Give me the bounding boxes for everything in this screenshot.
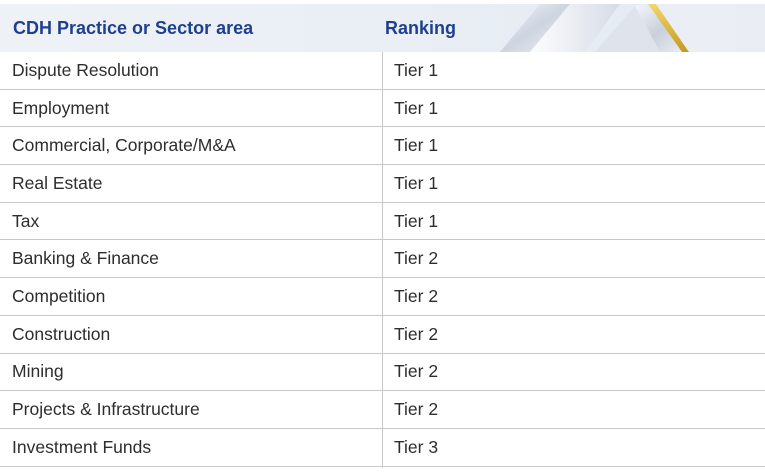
table-row: Projects & Infrastructure Tier 2 — [0, 391, 765, 429]
practice-area-cell: Competition — [12, 285, 106, 306]
table-row: Competition Tier 2 — [0, 278, 765, 316]
table-row: Banking & Finance Tier 2 — [0, 240, 765, 279]
ranking-cell: Tier 3 — [394, 436, 439, 457]
ranking-cell: Tier 1 — [394, 59, 439, 80]
ranking-cell: Tier 1 — [394, 172, 439, 193]
column-header-practice-area: CDH Practice or Sector area — [13, 18, 254, 38]
practice-area-cell: Tax — [12, 210, 40, 231]
table-row: Employment Tier 1 — [0, 90, 765, 128]
practice-area-cell: Mining — [12, 361, 64, 382]
table-body: Dispute Resolution Tier 1 Employment Tie… — [0, 52, 765, 467]
practice-area-cell: Employment — [12, 97, 110, 118]
practice-area-cell: Real Estate — [12, 172, 103, 193]
table-row: Real Estate Tier 1 — [0, 165, 765, 203]
table-row: Dispute Resolution Tier 1 — [0, 52, 765, 90]
table-row: Tax Tier 1 — [0, 203, 765, 241]
ranking-cell: Tier 2 — [394, 399, 439, 420]
decorative-prism-graphic — [500, 4, 765, 52]
ranking-cell: Tier 1 — [394, 97, 439, 118]
practice-area-cell: Construction — [12, 323, 111, 344]
practice-area-cell: Dispute Resolution — [12, 59, 159, 80]
ranking-cell: Tier 1 — [394, 135, 439, 156]
table-row: Mining Tier 2 — [0, 354, 765, 392]
practice-area-cell: Investment Funds — [12, 436, 152, 457]
column-divider — [382, 52, 383, 468]
ranking-cell: Tier 2 — [394, 323, 439, 344]
table-row: Commercial, Corporate/M&A Tier 1 — [0, 127, 765, 166]
ranking-cell: Tier 2 — [394, 248, 439, 269]
ranking-cell: Tier 2 — [394, 361, 439, 382]
ranking-cell: Tier 2 — [394, 285, 439, 306]
column-header-ranking: Ranking — [385, 18, 457, 38]
table-header: CDH Practice or Sector area Ranking — [0, 4, 765, 52]
table-row: Investment Funds Tier 3 — [0, 429, 765, 467]
ranking-cell: Tier 1 — [394, 210, 439, 231]
practice-area-cell: Commercial, Corporate/M&A — [12, 135, 236, 156]
table-row: Construction Tier 2 — [0, 316, 765, 354]
practice-area-cell: Projects & Infrastructure — [12, 399, 200, 420]
practice-area-cell: Banking & Finance — [12, 248, 159, 269]
